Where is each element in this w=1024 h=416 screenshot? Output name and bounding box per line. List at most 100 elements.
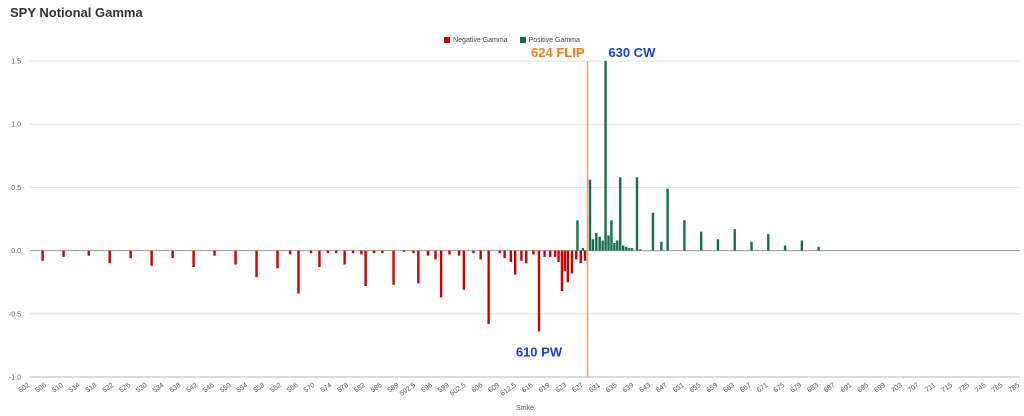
x-tick-label: 711 [924, 382, 937, 394]
positive-gamma-bar [683, 220, 686, 251]
negative-gamma-bar [557, 250, 560, 262]
negative-gamma-bar [402, 250, 406, 252]
legend-item-negative[interactable]: Negative Gamma [444, 37, 508, 44]
x-tick-label: 558 [252, 382, 266, 394]
x-tick-label: 765 [991, 382, 1005, 394]
positive-gamma-bar [750, 241, 753, 251]
negative-gamma-bar [439, 250, 443, 298]
positive-gamma-bar [588, 179, 592, 251]
x-tick-label: 582 [353, 382, 367, 394]
positive-gamma-bar [767, 234, 770, 251]
positive-gamma-bar [591, 239, 595, 251]
negative-gamma-bar [234, 250, 237, 265]
positive-gamma-bar [635, 177, 639, 251]
x-tick-label: 707 [907, 382, 921, 394]
x-tick-label: 627 [571, 382, 585, 394]
negative-gamma-bar [503, 250, 506, 259]
x-tick-label: 699 [873, 382, 887, 394]
y-tick-label: 0.0 [11, 248, 21, 255]
x-tick-label: 514 [68, 382, 82, 394]
x-tick-label: 623 [555, 382, 569, 394]
negative-gamma-bar [426, 250, 430, 256]
x-tick-label: 566 [286, 382, 300, 394]
positive-gamma-bar [699, 231, 703, 251]
negative-gamma-bar [498, 250, 502, 254]
grid-lines [30, 60, 1020, 378]
negative-gamma-bar [479, 250, 482, 260]
x-tick-label: 518 [85, 382, 99, 394]
x-tick-label: 546 [202, 382, 216, 394]
negative-gamma-bar [532, 250, 535, 255]
positive-gamma-bar [613, 243, 616, 251]
negative-gamma-bar [434, 250, 437, 260]
positive-gamma-bar [607, 235, 610, 251]
legend-swatch-negative [444, 37, 451, 43]
x-tick-label: 612.5 [499, 382, 517, 398]
negative-gamma-bar [574, 250, 578, 260]
x-tick-label: 574 [320, 382, 334, 394]
x-tick-label: 530 [135, 382, 149, 394]
y-tick-label: 1.0 [11, 122, 21, 129]
x-tick-label: 506 [34, 382, 48, 394]
positive-gamma-bar [610, 220, 613, 251]
positive-gamma-bar [601, 240, 604, 251]
legend-item-positive[interactable]: Positive Gamma [519, 37, 580, 44]
legend-label-negative: Negative Gamma [453, 37, 508, 44]
negative-gamma-bar [548, 250, 552, 257]
positive-gamma-bar [630, 248, 634, 251]
x-tick-label: 679 [789, 382, 803, 394]
negative-gamma-bar [520, 250, 523, 261]
negative-gamma-bar [583, 250, 587, 261]
x-tick-label: 534 [152, 382, 166, 394]
x-tick-label: 659 [706, 382, 720, 394]
legend-swatch-positive [519, 37, 526, 43]
flip-label: 624 FLIP [531, 45, 585, 60]
negative-gamma-bar [213, 250, 216, 256]
negative-gamma-bar [255, 250, 258, 278]
x-tick-label: 647 [655, 382, 669, 394]
x-tick-label: 562 [269, 382, 283, 394]
negative-gamma-bar [129, 250, 132, 259]
negative-gamma-bar [560, 250, 564, 292]
negative-gamma-bar [579, 250, 582, 264]
x-tick-label: 725 [957, 382, 971, 394]
x-tick-label: 785 [1008, 382, 1022, 394]
negative-gamma-bar [563, 250, 567, 271]
legend-label-positive: Positive Gamma [528, 37, 580, 44]
x-tick-label: 643 [638, 382, 652, 394]
x-tick-label: 596 [420, 382, 434, 394]
positive-gamma-bar [576, 220, 579, 251]
negative-gamma-bar [570, 250, 574, 274]
x-tick-label: 691 [840, 382, 854, 394]
x-tick-label: 655 [689, 382, 703, 394]
put-wall-label: 610 PW [516, 345, 563, 360]
x-tick-label: 683 [806, 382, 820, 394]
negative-gamma-bar [412, 250, 415, 254]
x-tick-label: 635 [605, 382, 619, 394]
positive-gamma-bar [624, 246, 628, 251]
x-tick-label: 538 [169, 382, 183, 394]
x-tick-label: 586 [370, 382, 384, 394]
negative-gamma-bar [288, 250, 292, 255]
x-tick-label: 606 [471, 382, 485, 394]
negative-gamma-bar [87, 250, 90, 256]
x-tick-label: 602.5 [449, 382, 467, 398]
bars [41, 61, 820, 332]
positive-gamma-bar [666, 188, 669, 251]
negative-gamma-bar [543, 250, 546, 257]
negative-gamma-bar [487, 250, 490, 324]
x-tick-label: 667 [739, 382, 753, 394]
x-tick-label: 502 [18, 382, 32, 394]
negative-gamma-bar [62, 250, 65, 257]
negative-gamma-bar [372, 250, 376, 254]
y-tick-label: -1.0 [9, 375, 21, 382]
negative-gamma-bar [343, 250, 346, 265]
negative-gamma-bar [524, 250, 528, 264]
negative-gamma-bar [41, 250, 44, 261]
overlays: 624 FLIP 630 CW 610 PW [516, 45, 656, 377]
positive-gamma-bar [604, 61, 607, 251]
negative-gamma-bar [417, 250, 420, 284]
positive-gamma-bar [783, 245, 787, 251]
negative-gamma-bar [462, 250, 466, 290]
y-tick-label: 0.5 [11, 185, 21, 192]
